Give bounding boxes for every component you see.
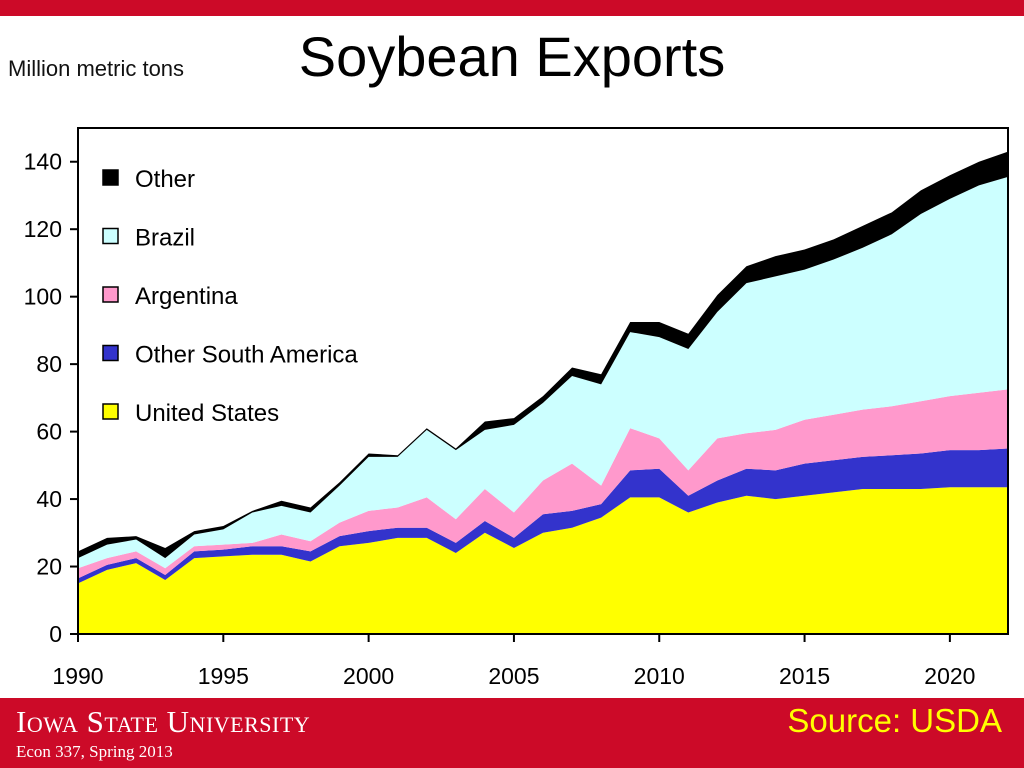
x-tick-label: 2020 [924,663,975,689]
course-label: Econ 337, Spring 2013 [16,742,173,761]
top-accent-bar [0,0,1024,16]
y-tick-label: 140 [24,149,62,175]
legend-swatch-argentina [102,286,119,303]
x-tick-label: 2015 [779,663,830,689]
area-united-states [78,487,1008,634]
x-tick-label: 2010 [634,663,685,689]
chart-areas [78,151,1008,634]
area-other-south-america [78,448,1008,584]
y-tick-label: 100 [24,284,62,310]
y-tick-label: 20 [36,554,62,580]
y-tick-label: 60 [36,419,62,445]
legend-swatch-other [102,169,119,186]
legend-label-other: Other [135,166,195,193]
y-tick-label: 40 [36,486,62,512]
legend-swatch-united-states [102,403,119,420]
slide-title: Soybean Exports [298,25,726,88]
chart-legend: Other Brazil Argentina Other South America U… [102,166,358,427]
soybean-exports-chart: 0 20 40 60 80 100 120 140 1990 1995 2000 2005 2010 20… [24,127,1009,689]
x-tick-label: 2000 [343,663,394,689]
y-tick-label: 80 [36,351,62,377]
x-tick-label: 1995 [198,663,249,689]
legend-label-argentina: Argentina [135,283,238,310]
legend-label-other-south-america: Other South America [135,342,358,369]
legend-swatch-brazil [102,227,119,245]
footer-bar: Iowa State University Econ 337, Spring 2… [0,698,1024,768]
y-tick-label: 0 [49,621,62,647]
university-logo: Iowa State University [16,704,311,739]
area-argentina [78,389,1008,579]
area-brazil [78,176,1008,569]
plot-frame [77,127,1009,635]
x-tick-label: 1990 [52,663,103,689]
chart-axes: 0 20 40 60 80 100 120 140 1990 1995 2000 2005 2010 20… [24,149,976,689]
y-tick-label: 120 [24,216,62,242]
legend-label-brazil: Brazil [135,225,195,252]
legend-label-united-states: United States [135,400,279,427]
x-tick-label: 2005 [488,663,539,689]
source-label: Source: USDA [787,702,1002,739]
y-axis-unit-label: Million metric tons [8,56,185,81]
legend-swatch-other-south-america [102,344,119,362]
